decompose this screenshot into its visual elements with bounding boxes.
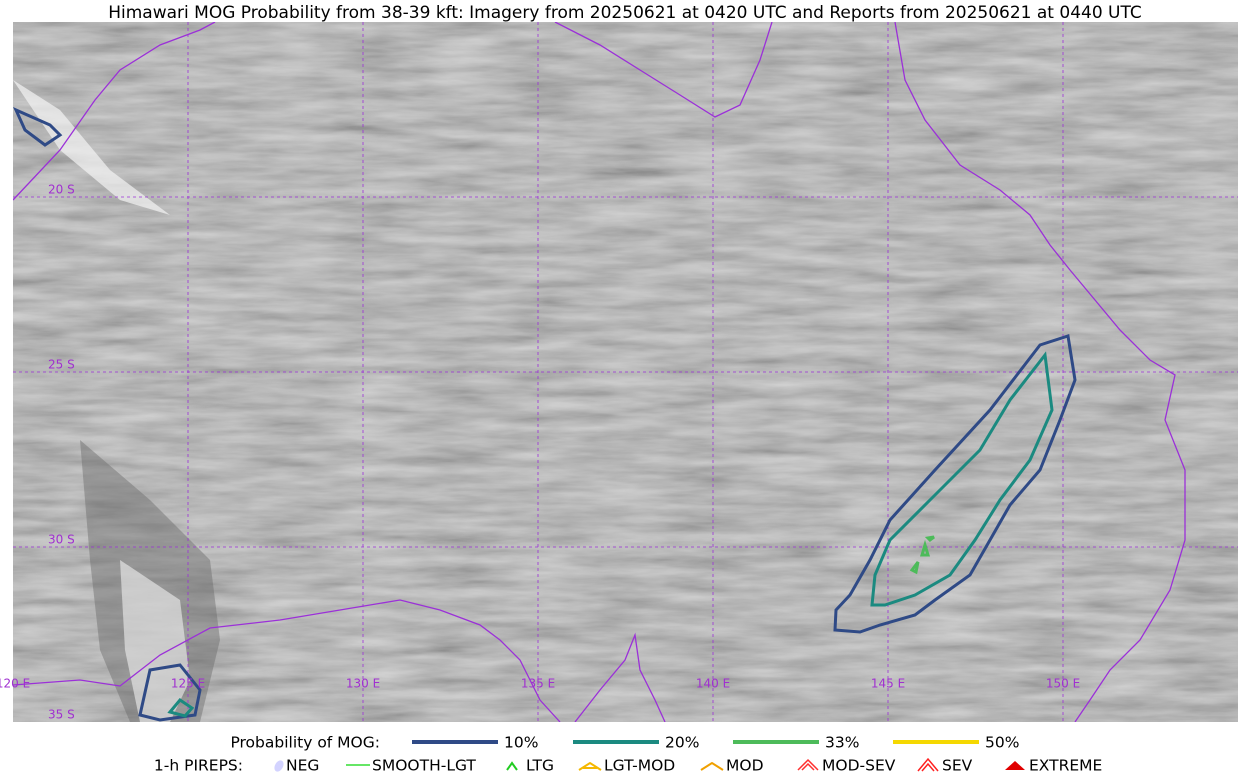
pirep-icon [1005, 761, 1025, 770]
cloud-patch [120, 560, 190, 722]
legend-label: SEV [942, 757, 973, 775]
contour-20 [167, 351, 1054, 718]
legend-label: EXTREME [1029, 757, 1102, 775]
legend-label: 20% [665, 734, 699, 752]
contour-10 [833, 334, 1077, 634]
grid-labels: 20 S 25 S 30 S 35 S 120 E 125 E 130 E 135 E 140 … [0, 183, 1080, 722]
lon-label: 125 E [171, 677, 205, 691]
coastline [13, 22, 1186, 722]
legend-label: SMOOTH-LGT [372, 757, 476, 775]
contour-33 [909, 535, 935, 575]
legend-label: LGT-MOD [604, 757, 675, 775]
legend-label: LTG [526, 757, 554, 775]
probability-contours [13, 107, 1077, 722]
lon-label: 135 E [521, 677, 555, 691]
legend-label: NEG [286, 757, 319, 775]
coastline-north [554, 22, 773, 118]
legend-label: 10% [504, 734, 538, 752]
pirep-icon [700, 761, 724, 771]
pirep-icon [797, 758, 819, 771]
legend-label: 33% [825, 734, 859, 752]
coastline-south [13, 599, 561, 722]
pirep-icon [917, 757, 939, 772]
graticule [13, 22, 1238, 722]
lon-label: 140 E [696, 677, 730, 691]
coastline-west [13, 22, 216, 201]
legend: Probability of MOG: 10% 20% 33% 50% 1-h PIREP… [154, 734, 1102, 775]
cloud-patch [13, 80, 170, 215]
lat-label: 25 S [48, 358, 75, 372]
lon-label: 130 E [346, 677, 380, 691]
map [13, 22, 1238, 722]
lon-label: 120 E [0, 677, 30, 691]
lat-label: 20 S [48, 183, 75, 197]
legend-label: 50% [985, 734, 1019, 752]
title: Himawari MOG Probability from 38-39 kft:… [108, 3, 1142, 23]
contour-10 [13, 107, 202, 722]
legend-heading: 1-h PIREPS: [154, 757, 243, 775]
coastline-gulf [574, 632, 666, 722]
legend-label: MOD-SEV [822, 757, 896, 775]
coastline-east [894, 22, 1186, 722]
lat-label: 30 S [48, 533, 75, 547]
pirep-icon [274, 760, 284, 772]
pirep-icon [578, 761, 602, 771]
lon-label: 145 E [871, 677, 905, 691]
legend-heading: Probability of MOG: [230, 734, 380, 752]
legend-label: MOD [726, 757, 764, 775]
pirep-icon [506, 761, 518, 771]
lat-label: 35 S [48, 708, 75, 722]
lon-label: 150 E [1046, 677, 1080, 691]
